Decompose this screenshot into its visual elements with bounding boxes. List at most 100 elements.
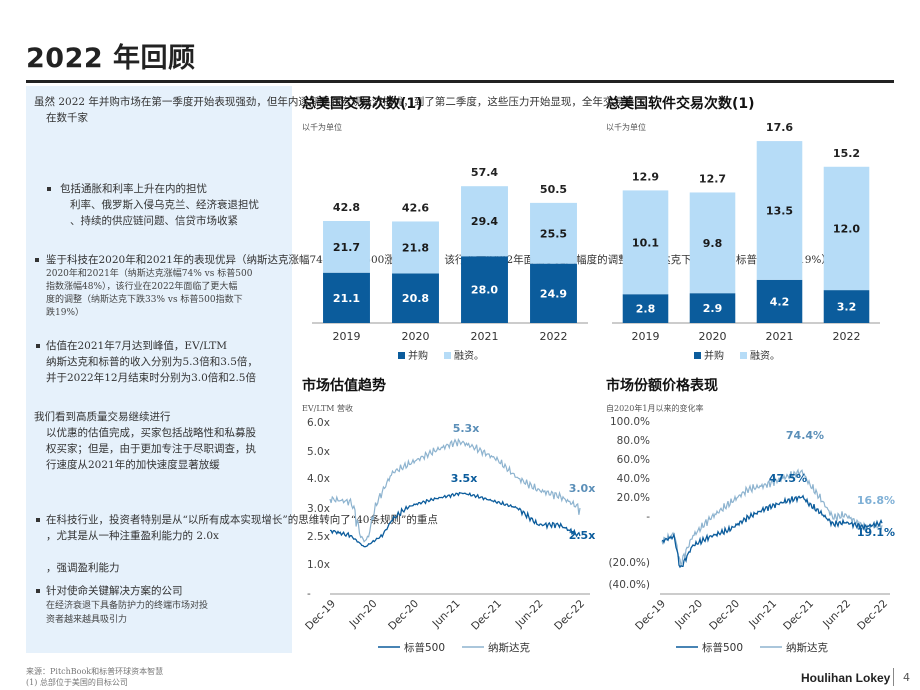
chart4-legend-nasdaq: 纳斯达克	[786, 641, 828, 654]
chart3-legend-sp500: 标普500	[404, 641, 445, 654]
intro-text-line1: 虽然 2022 年并购市场在第一季度开始表现强劲，但年内逐渐受到宏观经济担忧，到…	[34, 96, 635, 108]
chart4-x-tick: Dec-21	[781, 598, 816, 633]
chart1-label-ma: 21.1	[333, 292, 360, 305]
chart2-label-ma: 2.8	[636, 303, 656, 316]
chart1-bar-financing	[323, 220, 370, 273]
bullet-dot	[35, 258, 39, 262]
chart2-x-tick: 2022	[833, 330, 861, 343]
chart2-title: 总美国软件交易次数(1)	[606, 96, 755, 112]
chart1-legend-ma: 并购	[408, 349, 428, 362]
chart2-label-financing: 10.1	[632, 236, 659, 249]
chart3-x-tick: Jun-20	[347, 598, 380, 631]
chart2-label-financing: 9.8	[703, 237, 723, 250]
bullet1-line3: 、持续的供应链问题、信贷市场收紧	[70, 215, 238, 227]
chart3-y-tick: 2.5x	[307, 531, 330, 543]
chart2-legend-swatch-financing	[740, 352, 747, 359]
chart2-subtitle: 以千为单位	[606, 123, 646, 132]
chart2-bar-financing	[622, 190, 669, 295]
chart2-legend-swatch-ma	[694, 352, 701, 359]
bullet4-line2: ，强调盈利能力	[46, 562, 120, 574]
chart4-subtitle: 自2020年1月以来的变化率	[606, 404, 704, 413]
bullet3-line3: 并于2022年12月结束时分别为3.0倍和2.5倍	[46, 372, 256, 384]
chart3-x-tick: Dec-19	[303, 598, 338, 633]
chart2-label-ma: 4.2	[770, 295, 790, 308]
chart2-x-tick: 2021	[766, 330, 794, 343]
chart3-x-tick: Dec-22	[552, 598, 587, 633]
para2-line1: 我们看到高质量交易继续进行	[34, 411, 171, 423]
chart1-x-tick: 2021	[471, 330, 499, 343]
chart2-label-total: 12.9	[632, 170, 659, 183]
chart3-y-tick: 1.0x	[307, 559, 330, 571]
title-divider	[26, 80, 894, 83]
chart4-y-tick: 40.0%	[617, 473, 650, 485]
chart1-x-tick: 2022	[540, 330, 568, 343]
chart4-line-sp500	[661, 494, 883, 569]
chart4-x-tick: Jun-21	[746, 598, 779, 631]
chart3-line-sp500	[329, 491, 581, 548]
chart1-label-total: 50.5	[540, 183, 567, 196]
chart4-y-tick: (20.0%)	[608, 557, 650, 569]
chart4-y-tick: 80.0%	[617, 435, 650, 447]
chart4-y-tick: -	[646, 511, 650, 523]
chart2-bar-financing	[756, 141, 803, 280]
chart1-bar-ma	[392, 273, 439, 323]
chart4-x-tick: Dec-19	[633, 598, 668, 633]
chart4-y-tick: 20.0%	[617, 492, 650, 504]
chart1-title: 总美国交易次数(1)	[302, 96, 423, 112]
bullet4-line1: ，尤其是从一种注重盈利能力的 2.0x	[46, 530, 219, 542]
chart3-line-nasdaq	[329, 437, 581, 543]
chart3-x-tick: Jun-21	[430, 598, 463, 631]
chart2-bar-ma	[622, 294, 669, 323]
chart2-bar-financing	[823, 166, 870, 291]
chart4-annotation: 47.5%	[769, 472, 807, 485]
chart3-title: 市场估值趋势	[302, 378, 386, 394]
chart1-label-total: 57.4	[471, 166, 498, 179]
chart2-label-ma: 2.9	[703, 302, 723, 315]
chart4-legend-sp500: 标普500	[702, 641, 743, 654]
page-number: 4	[903, 671, 910, 684]
chart2-legend-ma: 并购	[704, 349, 724, 362]
bullet-dot	[36, 518, 40, 522]
chart4-x-tick: Dec-22	[855, 598, 890, 633]
chart1-bar-financing	[530, 202, 577, 264]
bullet-dot	[36, 589, 40, 593]
brand-logo: Houlihan Lokey	[801, 671, 891, 685]
left-summary-panel	[26, 86, 292, 653]
page-title: 2022 年回顾	[26, 43, 196, 74]
chart1-bar-ma	[530, 263, 577, 323]
chart1-label-financing: 25.5	[540, 227, 567, 240]
bullet4-main: 在科技行业，投资者特别是从“以所有成本实现增长”的思维转向了“40条规则”的重点	[46, 514, 438, 526]
chart1-x-tick: 2019	[333, 330, 361, 343]
chart1-label-total: 42.8	[333, 201, 360, 214]
chart1-bar-ma	[323, 272, 370, 323]
bullet2-sub-line1: 2020年和2021年（纳斯达克涨幅74% vs 标普500	[46, 269, 253, 279]
chart1-label-ma: 20.8	[402, 292, 429, 305]
chart1-x-tick: 2020	[402, 330, 430, 343]
chart1-legend-swatch-financing	[444, 352, 451, 359]
chart3-legend-nasdaq: 纳斯达克	[488, 641, 530, 654]
chart1-label-financing: 21.7	[333, 241, 360, 254]
para2-line4: 行速度从2021年的加快速度显著放缓	[46, 459, 220, 471]
chart1-legend-swatch-ma	[398, 352, 405, 359]
para2-line3: 权买家；但是，由于更加专注于尽职调查，执	[46, 443, 256, 455]
chart4-annotation: 74.4%	[786, 429, 824, 442]
bullet1-line2: 利率、俄罗斯入侵乌克兰、经济衰退担忧	[70, 199, 259, 211]
chart3-x-tick: Jun-22	[513, 598, 546, 631]
bullet5-sub-line2: 资者越来越具吸引力	[46, 615, 128, 625]
chart2-label-ma: 3.2	[837, 301, 857, 314]
chart2-label-total: 15.2	[833, 147, 860, 160]
bullet2-sub-line3: 度的调整（纳斯达克下跌33% vs 标普500指数下	[46, 295, 243, 305]
chart2-label-total: 12.7	[699, 172, 726, 185]
chart2-bar-ma	[756, 279, 803, 323]
chart1-bar-financing	[461, 186, 508, 257]
bullet3-line2: 纳斯达克和标普的收入分别为5.3倍和3.5倍，	[46, 356, 258, 368]
footer-divider	[893, 668, 894, 686]
chart3-x-tick: Dec-21	[469, 598, 504, 633]
chart1-subtitle: 以千为单位	[302, 123, 342, 132]
bullet1-line1: 包括通胀和利率上升在内的担忧	[60, 183, 207, 195]
chart3-y-tick: -	[307, 588, 311, 600]
chart3-y-tick: 3.0x	[307, 503, 330, 515]
chart3-y-tick: 4.0x	[307, 473, 330, 485]
chart1-label-ma: 28.0	[471, 284, 498, 297]
